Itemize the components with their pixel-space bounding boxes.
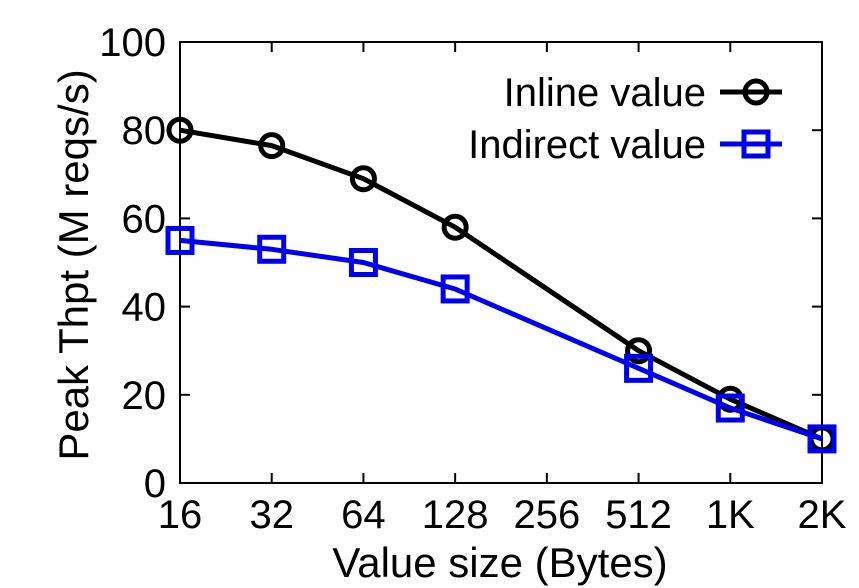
y-tick-label: 100 bbox=[99, 21, 166, 65]
data-point bbox=[348, 248, 378, 277]
legend-label: Inline value bbox=[504, 71, 706, 115]
plot-frame bbox=[179, 41, 823, 484]
x-axis-label: Value size (Bytes) bbox=[332, 539, 667, 586]
x-tick-label: 64 bbox=[341, 493, 386, 537]
data-point bbox=[257, 234, 287, 264]
x-tick-label: 1K bbox=[706, 493, 755, 537]
series-2 bbox=[165, 225, 837, 454]
data-point bbox=[624, 353, 654, 383]
data-point bbox=[166, 116, 194, 144]
data-point bbox=[807, 424, 837, 454]
y-tick-label: 60 bbox=[122, 197, 167, 241]
y-tick-label: 80 bbox=[122, 109, 167, 153]
series-line bbox=[179, 127, 823, 442]
x-tick-label: 512 bbox=[605, 493, 672, 537]
legend-entry: Inline value bbox=[504, 71, 782, 115]
legend-label: Indirect value bbox=[468, 123, 706, 167]
y-tick-label: 40 bbox=[122, 286, 167, 330]
x-tick-label: 16 bbox=[158, 493, 203, 537]
x-tick-label: 128 bbox=[422, 493, 489, 537]
y-axis-label: Peak Thpt (M reqs/s) bbox=[50, 69, 97, 460]
data-point bbox=[349, 165, 377, 193]
legend-entry: Indirect value bbox=[468, 123, 782, 167]
x-tick-label: 2K bbox=[798, 493, 847, 537]
x-tick-label: 32 bbox=[249, 493, 294, 537]
y-tick-label: 20 bbox=[122, 374, 167, 418]
data-point bbox=[715, 393, 745, 423]
data-point bbox=[441, 213, 469, 241]
y-tick-label: 0 bbox=[144, 462, 166, 506]
series-1 bbox=[166, 116, 836, 453]
data-point bbox=[440, 274, 470, 304]
x-tick-label: 256 bbox=[513, 493, 580, 537]
data-point bbox=[165, 225, 195, 255]
data-point bbox=[258, 132, 286, 160]
series-line bbox=[179, 237, 823, 442]
legend-marker bbox=[742, 78, 770, 106]
axes-layer: 0 20 40 60 80 100 16 32 64 128 256 512 1K 2K bbox=[99, 21, 847, 537]
data-point bbox=[625, 337, 653, 365]
legend: Inline value Indirect value bbox=[468, 71, 782, 167]
legend-marker bbox=[741, 129, 771, 159]
series-layer bbox=[165, 116, 837, 454]
